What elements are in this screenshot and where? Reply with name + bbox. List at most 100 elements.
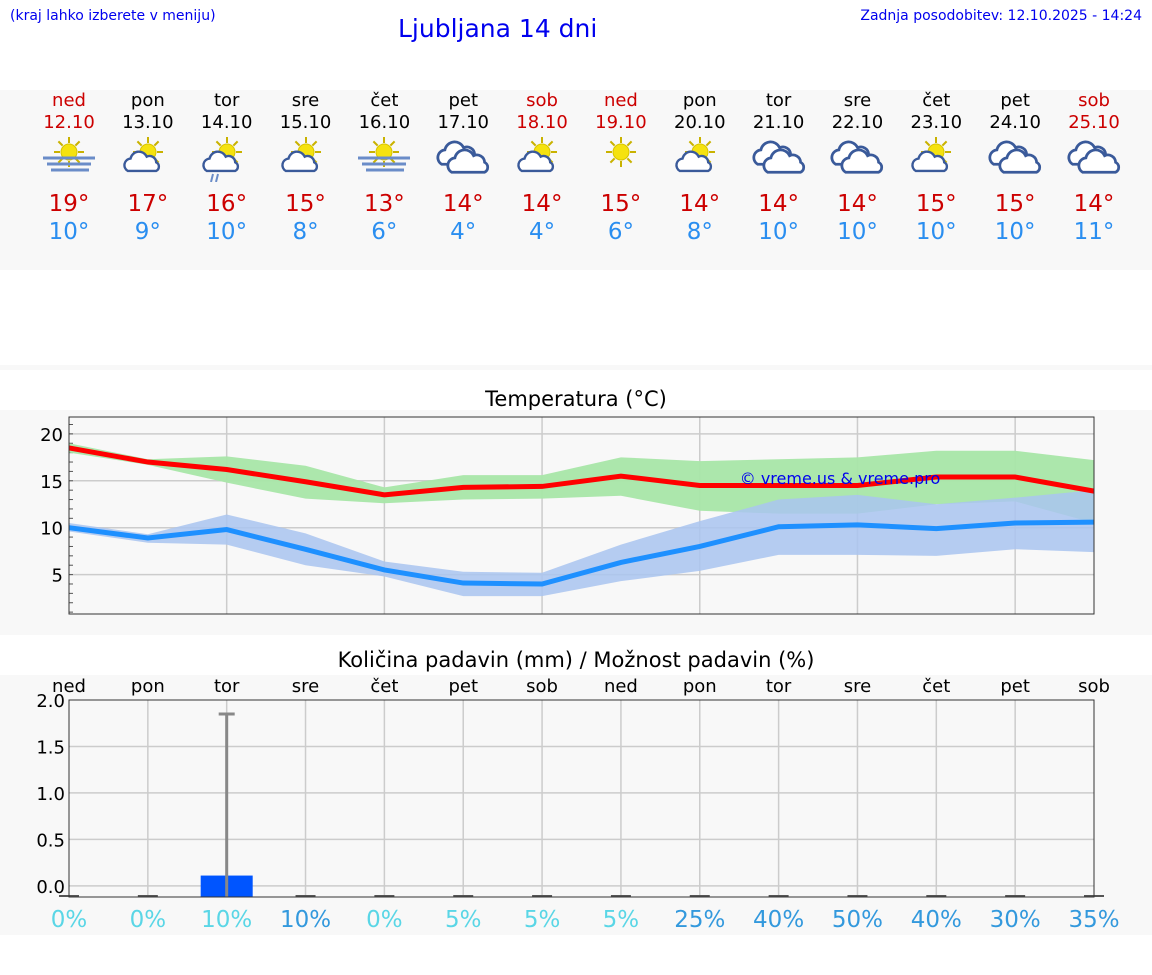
cloud-icon bbox=[840, 148, 884, 174]
cloud-icon bbox=[1077, 148, 1121, 174]
day-name: sre bbox=[843, 90, 872, 111]
precipitation-chart-title: Količina padavin (mm) / Možnost padavin … bbox=[337, 648, 815, 672]
cloudy-icon bbox=[436, 140, 490, 174]
divider bbox=[0, 365, 1152, 370]
cloud-icon bbox=[517, 150, 555, 173]
cloud-icon bbox=[201, 150, 239, 173]
precip-probability: 5% bbox=[603, 907, 640, 933]
day-column: sre 15.10 15° 8° bbox=[266, 90, 346, 246]
precipitation-chart: 0.00.51.01.52.0ned0%pon0%tor10%sre10%čet… bbox=[36, 676, 1119, 933]
day-date: 15.10 bbox=[279, 112, 332, 133]
min-temp: 10° bbox=[758, 219, 799, 245]
precip-probability: 10% bbox=[280, 907, 331, 933]
precip-probability: 30% bbox=[990, 907, 1041, 933]
max-temp: 14° bbox=[758, 191, 799, 217]
day-label: sre bbox=[844, 676, 871, 697]
max-temp: 15° bbox=[994, 191, 1036, 217]
cloud-icon bbox=[675, 150, 712, 173]
day-date: 20.10 bbox=[674, 112, 726, 133]
page-title: Ljubljana 14 dni bbox=[398, 14, 598, 43]
max-temp-line bbox=[68, 445, 1095, 498]
day-column: tor 14.10 16° 10° bbox=[187, 90, 267, 246]
y-tick-label: 2.0 bbox=[36, 691, 65, 712]
day-column: sre 22.10 14° 10° bbox=[817, 90, 897, 246]
precip-probability: 0% bbox=[366, 907, 403, 933]
cloudy-icon bbox=[830, 140, 884, 174]
day-label: pet bbox=[448, 676, 478, 697]
day-column: tor 21.10 14° 10° bbox=[739, 90, 819, 246]
precip-probability: 35% bbox=[1068, 907, 1119, 933]
y-tick-label: 0.0 bbox=[36, 877, 65, 898]
day-name: tor bbox=[765, 90, 792, 111]
day-label: pon bbox=[131, 676, 165, 697]
watermark: © vreme.us & vreme.pro bbox=[740, 469, 941, 488]
day-label: ned bbox=[604, 676, 638, 697]
day-column: pon 13.10 17° 9° bbox=[108, 90, 188, 246]
day-date: 13.10 bbox=[122, 112, 174, 133]
min-temp: 6° bbox=[371, 219, 398, 245]
precipitation-chart-panel: 0.0 0.5 1.0 1.5 2.0 ned 0% pon 0% tor 10% sre 10% čet… bbox=[0, 675, 1152, 935]
day-date: 16.10 bbox=[358, 112, 411, 133]
temperature-chart-title: Temperatura (°C) bbox=[485, 387, 667, 411]
cloudy-icon bbox=[752, 140, 805, 174]
max-temp: 19° bbox=[48, 191, 90, 217]
sun-icon bbox=[605, 137, 636, 167]
day-name: ned bbox=[52, 90, 86, 111]
rain-icon bbox=[209, 173, 219, 182]
day-name: sob bbox=[526, 90, 558, 111]
partly-cloudy-icon bbox=[280, 137, 321, 173]
min-temp: 9° bbox=[134, 219, 161, 245]
min-temp: 8° bbox=[292, 219, 319, 245]
partly-cloudy-icon bbox=[911, 137, 952, 173]
day-name: sre bbox=[291, 90, 320, 111]
day-column: ned 12.10 19° 10° bbox=[29, 90, 109, 246]
max-temp: 14° bbox=[521, 191, 563, 217]
day-label: pon bbox=[683, 676, 717, 697]
cloud-icon bbox=[446, 148, 490, 174]
precip-probability: 5% bbox=[524, 907, 561, 933]
precip-probability: 40% bbox=[753, 907, 804, 933]
precip-probability: 5% bbox=[445, 907, 482, 933]
day-name: tor bbox=[213, 90, 240, 111]
day-name: čet bbox=[370, 90, 399, 111]
cloud-icon bbox=[280, 150, 318, 173]
min-temp: 10° bbox=[48, 219, 90, 245]
min-temp-line bbox=[68, 519, 1095, 587]
plot-frame bbox=[68, 416, 1095, 615]
cloud-icon bbox=[123, 150, 160, 173]
day-date: 14.10 bbox=[200, 112, 253, 133]
fog-icon bbox=[43, 156, 95, 172]
max-temp: 13° bbox=[363, 191, 405, 217]
max-temp: 14° bbox=[679, 191, 721, 217]
y-tick-label: 1.5 bbox=[36, 737, 65, 758]
day-date: 22.10 bbox=[831, 112, 884, 133]
day-name: pet bbox=[448, 90, 478, 111]
day-column: pet 17.10 14° 4° bbox=[423, 90, 503, 246]
day-label: ned bbox=[52, 676, 86, 697]
sun-fog-icon bbox=[358, 137, 411, 172]
day-column: sob 18.10 14° 4° bbox=[502, 90, 582, 246]
cloud-icon bbox=[911, 150, 949, 173]
cloud-icon bbox=[762, 148, 805, 174]
last-updated: Zadnja posodobitev: 12.10.2025 - 14:24 bbox=[860, 8, 1142, 24]
max-temp: 17° bbox=[127, 191, 169, 217]
day-name: pon bbox=[682, 90, 717, 111]
y-tick-label: 1.0 bbox=[36, 784, 65, 805]
day-label: čet bbox=[922, 676, 950, 697]
day-date: 23.10 bbox=[910, 112, 963, 133]
partly-cloudy-rain-icon bbox=[201, 137, 242, 182]
max-temp: 14° bbox=[837, 191, 878, 217]
day-date: 25.10 bbox=[1068, 112, 1120, 133]
plot-area bbox=[69, 700, 1094, 897]
day-name: sob bbox=[1078, 90, 1110, 111]
day-column: pon 20.10 14° 8° bbox=[660, 90, 740, 246]
day-label: sob bbox=[1078, 676, 1110, 697]
min-temp-band bbox=[69, 490, 1094, 597]
min-temp: 10° bbox=[837, 219, 878, 245]
y-tick-label: 15 bbox=[40, 472, 63, 493]
day-date: 19.10 bbox=[595, 112, 647, 133]
day-date: 12.10 bbox=[43, 112, 95, 133]
precip-probability: 0% bbox=[51, 907, 88, 933]
day-column: čet 16.10 13° 6° bbox=[344, 90, 424, 246]
fog-icon bbox=[358, 156, 411, 172]
